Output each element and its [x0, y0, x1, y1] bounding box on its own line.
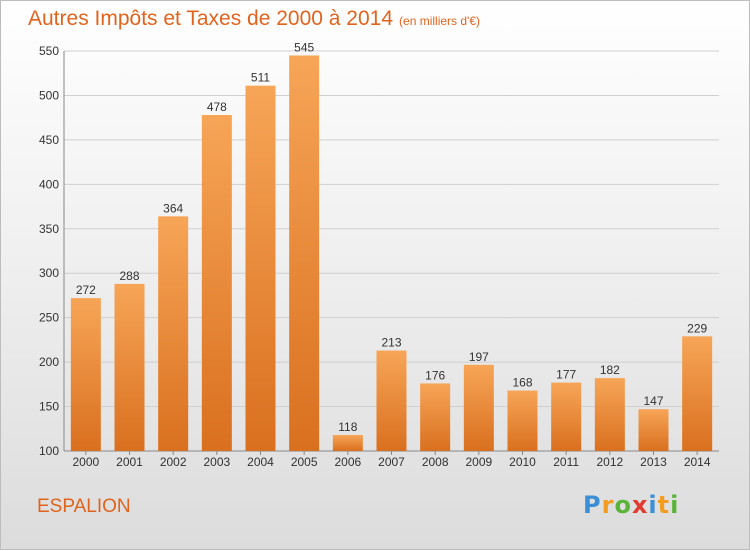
- x-tick-label: 2011: [553, 455, 579, 469]
- bar: [114, 283, 145, 451]
- x-tick-label: 2004: [247, 455, 274, 469]
- x-tick-label: 2003: [203, 455, 230, 469]
- data-label: 272: [76, 283, 96, 297]
- bar: [638, 409, 669, 451]
- bar: [332, 435, 363, 451]
- data-label: 364: [163, 201, 183, 215]
- logo-letter: t: [657, 491, 671, 519]
- x-tick-label: 2012: [596, 455, 623, 469]
- bar: [158, 216, 189, 451]
- data-label: 197: [469, 350, 489, 364]
- bar: [70, 298, 101, 451]
- logo-letter: o: [614, 491, 632, 519]
- y-tick-label: 200: [39, 355, 59, 369]
- logo-letter: P: [583, 491, 602, 519]
- x-tick-label: 2002: [160, 455, 187, 469]
- data-label: 168: [512, 376, 532, 390]
- chart-title: Autres Impôts et Taxes de 2000 à 2014 (en…: [28, 7, 480, 31]
- x-tick-label: 2005: [291, 455, 318, 469]
- data-label: 213: [381, 336, 401, 350]
- y-tick-label: 100: [39, 444, 59, 458]
- proxiti-logo[interactable]: Proxiti: [583, 491, 679, 519]
- y-tick-label: 150: [39, 400, 59, 414]
- data-label: 176: [425, 368, 445, 382]
- x-tick-label: 2006: [334, 455, 361, 469]
- y-tick-label: 300: [39, 266, 59, 280]
- data-label: 118: [338, 420, 357, 434]
- data-label: 511: [251, 71, 270, 85]
- x-tick-label: 2009: [465, 455, 492, 469]
- y-tick-label: 250: [39, 311, 59, 325]
- x-tick-label: 2007: [378, 455, 405, 469]
- place-name: ESPALION: [37, 496, 131, 517]
- bar: [289, 55, 320, 451]
- title-unit: (en milliers d'€): [399, 14, 481, 28]
- x-tick-label: 2010: [509, 455, 536, 469]
- title-text: Autres Impôts et Taxes de 2000 à 2014: [28, 7, 394, 30]
- bar: [463, 364, 494, 451]
- x-tick-label: 2014: [684, 455, 711, 469]
- data-label: 147: [643, 394, 663, 408]
- bar: [682, 336, 713, 451]
- logo-letter: x: [631, 491, 649, 519]
- bar: [594, 378, 625, 451]
- bar: [376, 350, 407, 451]
- bar: [507, 390, 538, 451]
- data-label: 478: [207, 100, 227, 114]
- bar: [245, 85, 276, 452]
- data-label: 182: [600, 363, 620, 377]
- y-tick-label: 400: [39, 177, 59, 191]
- logo-letter: i: [648, 491, 658, 519]
- x-tick-label: 2000: [72, 455, 99, 469]
- y-tick-label: 350: [39, 222, 59, 236]
- logo-letter: r: [601, 491, 615, 519]
- bar: [201, 115, 232, 451]
- bar: [551, 382, 582, 451]
- x-tick-label: 2001: [116, 455, 143, 469]
- data-label: 229: [687, 321, 707, 335]
- data-label: 545: [294, 40, 314, 54]
- logo-letter: i: [670, 491, 680, 519]
- y-tick-label: 500: [39, 88, 59, 102]
- y-tick-label: 450: [39, 133, 59, 147]
- x-tick-label: 2008: [422, 455, 449, 469]
- data-label: 177: [556, 368, 576, 382]
- y-tick-label: 550: [39, 44, 59, 58]
- bar: [420, 383, 451, 451]
- data-label: 288: [119, 269, 139, 283]
- x-tick-label: 2013: [640, 455, 667, 469]
